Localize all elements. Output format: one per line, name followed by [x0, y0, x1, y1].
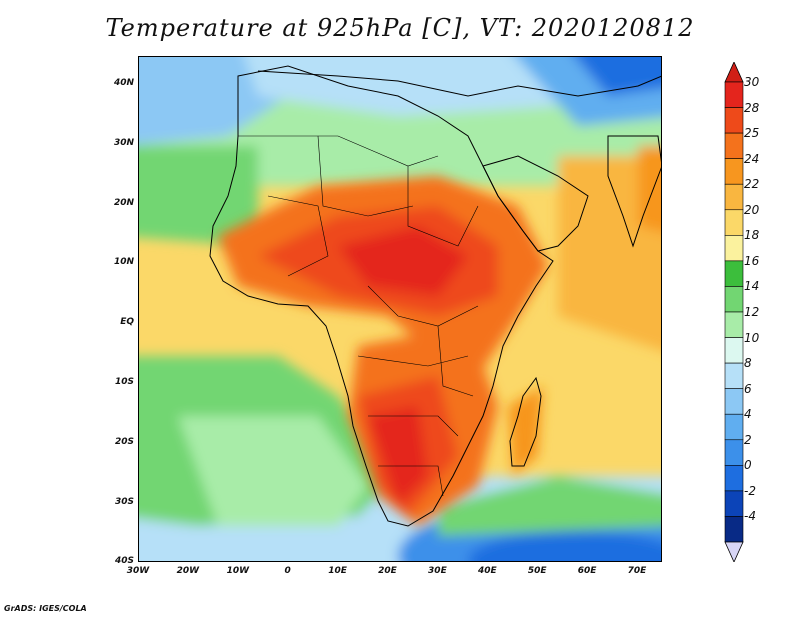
lon-tick-label: 30E — [428, 566, 447, 576]
map-canvas — [138, 56, 662, 562]
colorbar-tick-label: 30 — [744, 75, 760, 89]
lat-tick-label: 20S — [114, 436, 134, 447]
colorbar-tick-label: 6 — [744, 381, 752, 396]
south-ocean-coldest — [468, 531, 662, 562]
border-line — [367, 285, 479, 327]
colorbar-segment — [724, 260, 744, 287]
colorbar-tick-label: -4 — [744, 509, 756, 524]
colorbar-tick-label: 24 — [744, 151, 760, 166]
border-line — [357, 355, 469, 367]
lon-tick-label: 60E — [577, 566, 597, 576]
lon-tick-label: 20W — [176, 566, 200, 576]
central-asia-coldest — [574, 56, 662, 96]
lon-tick-label: 70E — [627, 566, 647, 576]
colorbar-tick-label: 2 — [744, 432, 752, 447]
india-coastline — [607, 135, 662, 248]
lat-tick-label: 10S — [114, 377, 134, 387]
west-atlantic-green — [138, 146, 258, 246]
colorbar-segment — [724, 465, 744, 492]
colorbar-tick-label: 14 — [744, 279, 760, 294]
north-atlantic-cool — [138, 56, 288, 145]
colorbar-segment — [724, 362, 744, 389]
lon-tick-label: 30W — [126, 566, 150, 576]
colorbar-segment — [724, 286, 744, 313]
colorbar-tick-label: 0 — [744, 458, 752, 473]
lon-tick-label: 50E — [527, 566, 547, 576]
colorbar-tick-label: 12 — [744, 305, 760, 319]
colorbar-segment — [724, 158, 744, 185]
central-africa-hottest — [338, 226, 468, 296]
colorbar-segment — [724, 183, 744, 211]
colorbar-tick-label: 10 — [744, 330, 760, 345]
colorbar-tick-label: 22 — [744, 177, 760, 192]
colorbar-tick-label: 4 — [744, 407, 752, 422]
colorbar-tick-label: -2 — [744, 483, 756, 498]
map-frame — [138, 56, 662, 562]
colorbar-tick-label: 16 — [744, 253, 760, 268]
colorbar-segment — [724, 132, 744, 159]
colorbar-segment — [724, 209, 744, 236]
south-atlantic-lightgreen — [178, 416, 368, 526]
lat-tick-label: 40S — [114, 556, 134, 567]
colorbar — [724, 62, 744, 562]
lat-tick-label: 20N — [113, 197, 134, 208]
border-line — [238, 135, 439, 167]
arabian-sea-warm — [558, 156, 662, 351]
colorbar-segment — [724, 235, 744, 262]
colorbar-top-arrow — [724, 62, 744, 83]
colorbar-segment — [724, 490, 744, 517]
temperature-map — [138, 56, 662, 562]
colorbar-tick-label: 8 — [744, 356, 752, 371]
lat-tick-label: 40N — [113, 78, 134, 88]
colorbar-segment — [724, 413, 744, 441]
madagascar-coastline — [509, 376, 542, 467]
map-title: Temperature at 925hPa [C], VT: 202012081… — [105, 14, 695, 42]
colorbar-segment — [724, 311, 744, 338]
madagascar-warm — [508, 386, 543, 476]
lat-tick-label: 10N — [113, 257, 134, 268]
arabia-coastline — [482, 155, 589, 252]
colorbar-segment — [724, 388, 744, 415]
colorbar-segment — [724, 516, 744, 543]
lon-tick-label: 20E — [378, 566, 397, 576]
border-line — [407, 166, 479, 247]
coastlines — [209, 65, 662, 527]
lon-tick-label: 10E — [328, 566, 347, 576]
mediterranean-cool — [244, 56, 558, 116]
credit-text: GrADS: IGES/COLA — [4, 604, 87, 613]
lat-tick-label: EQ — [120, 317, 134, 328]
border-line — [368, 415, 459, 437]
south-indian-green — [438, 476, 662, 536]
colorbar-tick-label: 20 — [744, 202, 760, 217]
lat-tick-label: 30S — [114, 496, 134, 507]
europe-coastline — [257, 70, 662, 97]
lat-tick-label: 30N — [113, 137, 134, 148]
colorbar-tick-label: 25 — [744, 126, 760, 141]
colorbar-bottom-arrow — [724, 541, 744, 562]
border-line — [437, 325, 474, 397]
country-borders — [238, 135, 479, 497]
india-warm — [638, 146, 662, 232]
colorbar-segment — [724, 81, 744, 108]
lon-tick-label: 10W — [226, 566, 250, 576]
border-line — [378, 465, 444, 497]
lon-tick-label: 0 — [284, 566, 291, 576]
colorbar-tick-label: 28 — [744, 100, 760, 115]
border-line — [317, 135, 414, 217]
colorbar-segment — [724, 439, 744, 466]
colorbar-segment — [724, 107, 744, 134]
border-line — [267, 195, 329, 277]
kalahari-hottest — [368, 406, 428, 506]
lon-tick-label: 40E — [477, 566, 497, 576]
colorbar-segment — [724, 337, 744, 364]
colorbar-tick-label: 18 — [744, 228, 760, 243]
